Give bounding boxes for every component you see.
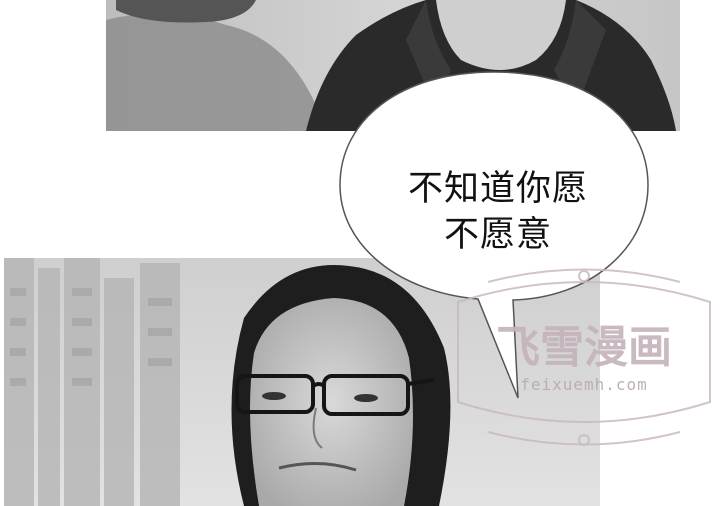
watermark-domain: feixuemh.com — [520, 375, 648, 394]
speech-line-2: 不愿意 — [443, 215, 552, 255]
watermark-logo: 飞雪漫画 — [496, 322, 672, 373]
watermark-frame: 飞雪漫画 feixuemh.com — [457, 268, 711, 446]
speech-bubble — [338, 70, 650, 400]
speech-line-1: 不知道你愿 — [407, 169, 588, 209]
speech-bubble-text: 不知道你愿 不愿意 — [372, 166, 624, 258]
man-with-glasses-illustration — [4, 258, 600, 506]
watermark: 飞雪漫画 feixuemh.com — [448, 262, 720, 452]
